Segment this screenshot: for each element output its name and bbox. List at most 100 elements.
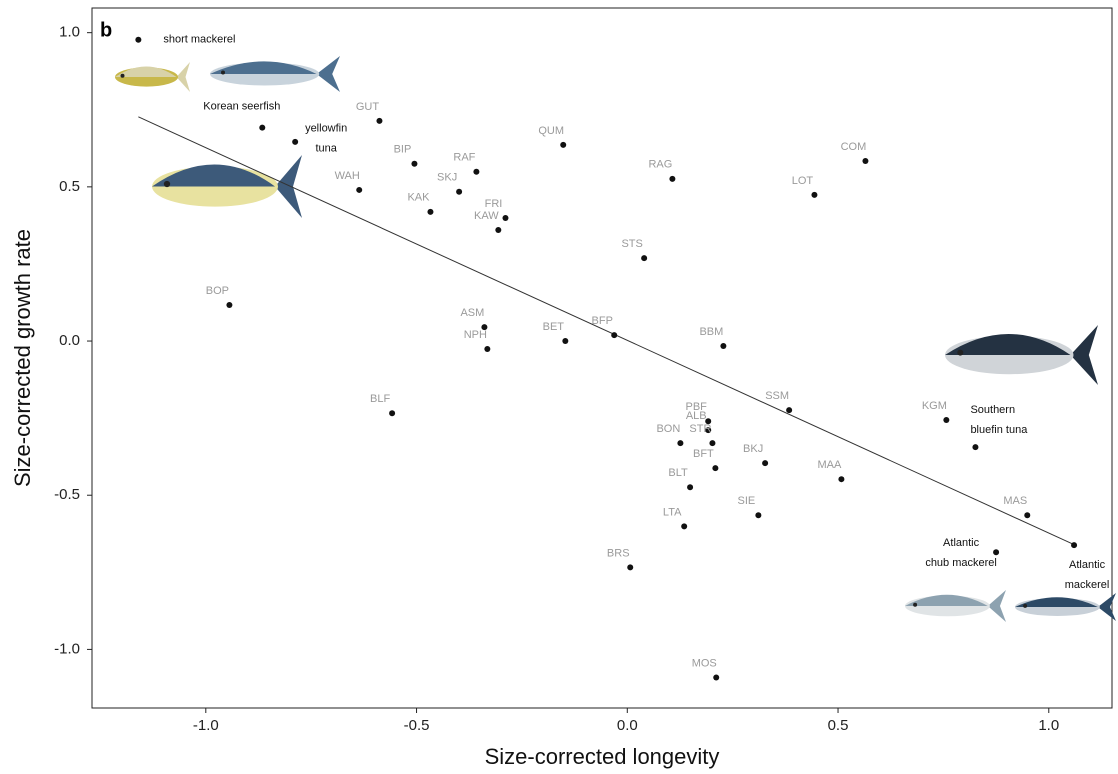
point-label: yellowfin xyxy=(305,123,347,135)
fish-tail xyxy=(275,155,302,218)
point xyxy=(376,118,382,124)
point-label: KAW xyxy=(474,210,499,222)
y-tick-label: 1.0 xyxy=(59,24,80,41)
point-label: BBM xyxy=(699,326,723,338)
fish-eye xyxy=(1023,604,1027,608)
point-label: BKJ xyxy=(743,443,763,455)
x-tick-label: 1.0 xyxy=(1038,717,1059,734)
point-label: BON xyxy=(656,423,680,435)
y-tick-label: 0.0 xyxy=(59,332,80,349)
point-label: BFP xyxy=(592,315,613,327)
point-label: Atlantic xyxy=(1069,559,1106,571)
point xyxy=(484,346,490,352)
point xyxy=(1024,512,1030,518)
point xyxy=(456,189,462,195)
point xyxy=(943,417,949,423)
point-label: ASM xyxy=(460,307,484,319)
fish-back xyxy=(1015,597,1098,607)
point xyxy=(389,410,395,416)
point xyxy=(502,215,508,221)
point-label: ALB xyxy=(686,410,707,422)
point xyxy=(473,169,479,175)
point xyxy=(811,192,817,198)
point xyxy=(838,476,844,482)
point xyxy=(562,338,568,344)
point-label: BFT xyxy=(693,448,714,460)
point-label: Atlantic xyxy=(943,537,980,549)
x-tick-label: -1.0 xyxy=(193,717,219,734)
fish-eye xyxy=(913,603,917,607)
point-label: SSM xyxy=(765,390,789,402)
point-label: GUT xyxy=(356,101,380,113)
point-label: chub mackerel xyxy=(925,557,997,569)
x-axis-title: Size-corrected longevity xyxy=(485,744,720,769)
point-label: BLF xyxy=(370,393,390,405)
fish-back xyxy=(905,595,988,606)
point-label: NPH xyxy=(464,329,487,341)
point-label: LTA xyxy=(663,506,682,518)
point-label: bluefin tuna xyxy=(970,424,1028,436)
point-label: KAK xyxy=(407,192,430,204)
point xyxy=(611,332,617,338)
point-label: MAS xyxy=(1003,495,1027,507)
point-label: Korean seerfish xyxy=(203,101,280,113)
x-tick-label: 0.0 xyxy=(617,717,638,734)
point-label: tuna xyxy=(315,143,337,155)
point xyxy=(411,161,417,167)
point-label: BLT xyxy=(668,467,688,479)
point xyxy=(786,407,792,413)
fish-tail xyxy=(1070,325,1098,385)
x-tick-label: 0.5 xyxy=(828,717,849,734)
fish-back xyxy=(945,334,1070,355)
point xyxy=(427,209,433,215)
point-label: RAF xyxy=(453,152,475,164)
chart: b Size-corrected longevity Size-correcte… xyxy=(0,0,1118,774)
point xyxy=(560,142,566,148)
point xyxy=(292,139,298,145)
page: {"chart_data": {"type": "scatter", "pane… xyxy=(0,0,1118,774)
x-tick-label: -0.5 xyxy=(404,717,430,734)
fish-eye xyxy=(121,74,125,78)
point xyxy=(720,343,726,349)
point-label: SIE xyxy=(738,495,756,507)
point-label: Southern xyxy=(970,404,1015,416)
point-label: MOS xyxy=(692,657,717,669)
point-label: QUM xyxy=(538,125,564,137)
point-label: short mackerel xyxy=(163,34,235,46)
panel-label: b xyxy=(100,19,112,41)
fish-eye xyxy=(221,71,225,75)
fish-back xyxy=(152,164,275,186)
fish-tail xyxy=(177,62,191,92)
point xyxy=(669,176,675,182)
y-tick-label: -1.0 xyxy=(54,640,80,657)
point xyxy=(755,512,761,518)
point xyxy=(495,227,501,233)
y-tick-label: -0.5 xyxy=(54,486,80,503)
y-axis-title: Size-corrected growth rate xyxy=(10,229,35,487)
point-label: RAG xyxy=(648,159,672,171)
fish-tail xyxy=(317,56,340,92)
point xyxy=(259,125,265,131)
point-label: FRI xyxy=(485,198,503,210)
fish-tail xyxy=(988,590,1006,622)
point xyxy=(762,460,768,466)
point-label: BET xyxy=(543,321,565,333)
point-label: BOP xyxy=(206,285,229,297)
fish-tail xyxy=(1098,593,1116,621)
point xyxy=(627,564,633,570)
y-tick-label: 0.5 xyxy=(59,178,80,195)
point-label: BRS xyxy=(607,547,630,559)
point-label: MAA xyxy=(817,459,842,471)
fish-eye xyxy=(957,350,963,356)
point xyxy=(641,255,647,261)
point xyxy=(993,549,999,555)
point-label: COM xyxy=(841,141,867,153)
point-label: KGM xyxy=(922,400,947,412)
point-label: WAH xyxy=(335,170,360,182)
fit-line xyxy=(138,117,1075,545)
point-label: STR xyxy=(689,423,711,435)
fish-eye xyxy=(164,181,170,187)
point xyxy=(135,37,141,43)
point xyxy=(713,674,719,680)
point-label: BIP xyxy=(394,144,412,156)
